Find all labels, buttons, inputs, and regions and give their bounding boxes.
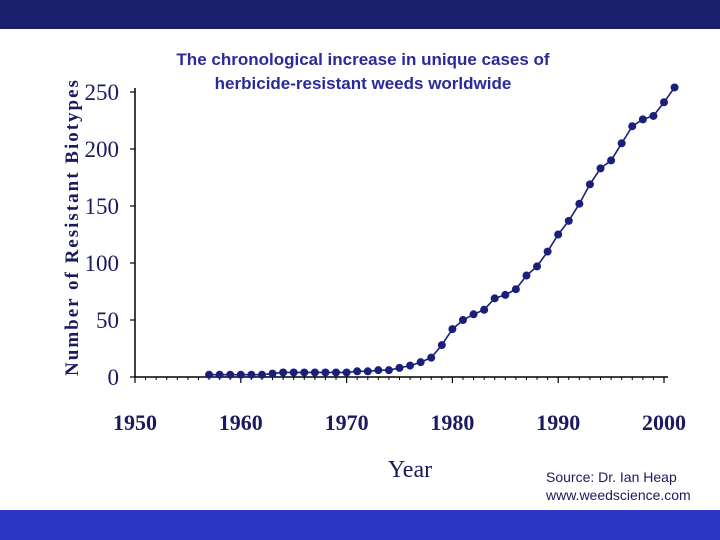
data-point [342,368,351,377]
y-tick-label: 250 [85,80,120,105]
tick-labels: 0 50 100 150 200 250 1950 1960 1970 1980 1990 2000 [85,80,687,435]
data-point [236,370,245,379]
bottom-banner [0,510,720,540]
y-tick-label: 150 [85,194,120,219]
source-author: Source: Dr. Ian Heap [546,469,677,485]
data-point [374,366,383,375]
data-point [596,164,605,173]
axes [130,88,668,383]
source-website: www.weedscience.com [546,487,691,503]
data-point [257,370,266,379]
data-point [332,368,341,377]
data-point [458,316,467,324]
data-point [522,271,531,280]
data-point [638,115,647,124]
data-point [660,98,668,107]
data-point [448,325,457,334]
data-point [554,230,563,239]
data-point [226,370,235,379]
data-point [585,180,594,189]
chart-title-line-1: The chronological increase in unique cas… [176,50,549,69]
data-point [363,367,372,376]
data-point [353,367,362,376]
series-line [205,83,679,379]
data-point [384,366,393,375]
data-point [321,368,330,377]
data-point [469,310,478,319]
data-point [437,341,446,350]
data-point [416,358,425,367]
data-point [289,368,298,377]
x-tick-label: 1990 [536,410,580,435]
data-point [511,285,520,294]
data-point [543,247,552,256]
y-tick-label: 0 [108,365,120,390]
series-polyline [209,86,676,376]
data-point [628,122,637,131]
source-credit: Source: Dr. Ian Heap www.weedscience.com [546,468,691,504]
data-point [649,111,658,120]
data-point [268,369,277,378]
data-point [215,370,224,379]
data-point [247,370,256,379]
data-point [205,370,214,379]
data-point [490,294,499,303]
y-axis-label: Number of Resistant Biotypes [62,78,83,376]
data-point [395,363,404,372]
data-point [617,139,626,148]
data-point [427,353,436,362]
x-axis-label: Year [388,457,432,483]
data-point [575,199,584,208]
data-point [670,83,679,92]
y-tick-label: 200 [85,137,120,162]
data-point [607,156,616,165]
chart-title-line-2: herbicide-resistant weeds worldwide [215,74,512,93]
x-tick-label: 1980 [430,410,474,435]
y-tick-label: 100 [85,251,120,276]
data-point [406,361,415,370]
x-tick-label: 2000 [642,410,686,435]
y-tick-label: 50 [96,308,119,333]
data-point [501,290,510,299]
data-point [310,368,319,377]
x-tick-label: 1970 [325,410,369,435]
data-point [279,368,288,377]
data-point [564,216,573,225]
chart-title: The chronological increase in unique cas… [176,50,549,93]
data-point [480,305,489,314]
x-tick-label: 1960 [219,410,263,435]
x-tick-label: 1950 [113,410,157,435]
data-point [300,368,309,377]
top-banner [0,0,720,29]
data-point [533,262,542,271]
